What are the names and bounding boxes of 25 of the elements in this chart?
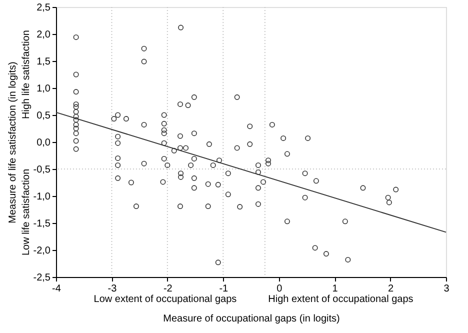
x-tick-label: 3 [444, 284, 450, 294]
y-tick-label: 1,5 [36, 56, 51, 68]
y-tick-label: -0,5 [33, 164, 51, 176]
text: Low life satisfaction [21, 168, 32, 256]
y-tick-label: 0,5 [36, 110, 51, 122]
x-tick-label: -2 [163, 284, 173, 294]
y-tick-label: -2,0 [33, 246, 51, 256]
x-tick-label: -3 [108, 284, 118, 294]
x-tick-label: -1 [219, 284, 229, 294]
text: Low extent of occupational gaps [94, 294, 237, 305]
x-axis-title: Measure of occupational gaps (in logits) [163, 314, 340, 324]
y-tick-label: 2,0 [36, 30, 51, 40]
x-tick-label: 2 [388, 284, 394, 294]
y-tick-label: -2,5 [33, 272, 51, 284]
y-tick-label: 2,5 [36, 2, 51, 14]
y-tick-label: 0,0 [36, 138, 51, 148]
y-tick-label: -1,5 [33, 218, 51, 230]
y-axis-title: Measure of life satisfaction (in logits) [7, 62, 18, 224]
x-tick-label: -4 [52, 284, 62, 294]
text: High life satisfaction [21, 30, 32, 119]
x-tick-label: 1 [332, 284, 338, 294]
y-tick-label: 1,0 [36, 84, 51, 94]
text: High extent of occupational gaps [268, 294, 414, 305]
y-tick-label: -1,0 [33, 192, 51, 202]
x-tick-label: 0 [276, 284, 283, 294]
